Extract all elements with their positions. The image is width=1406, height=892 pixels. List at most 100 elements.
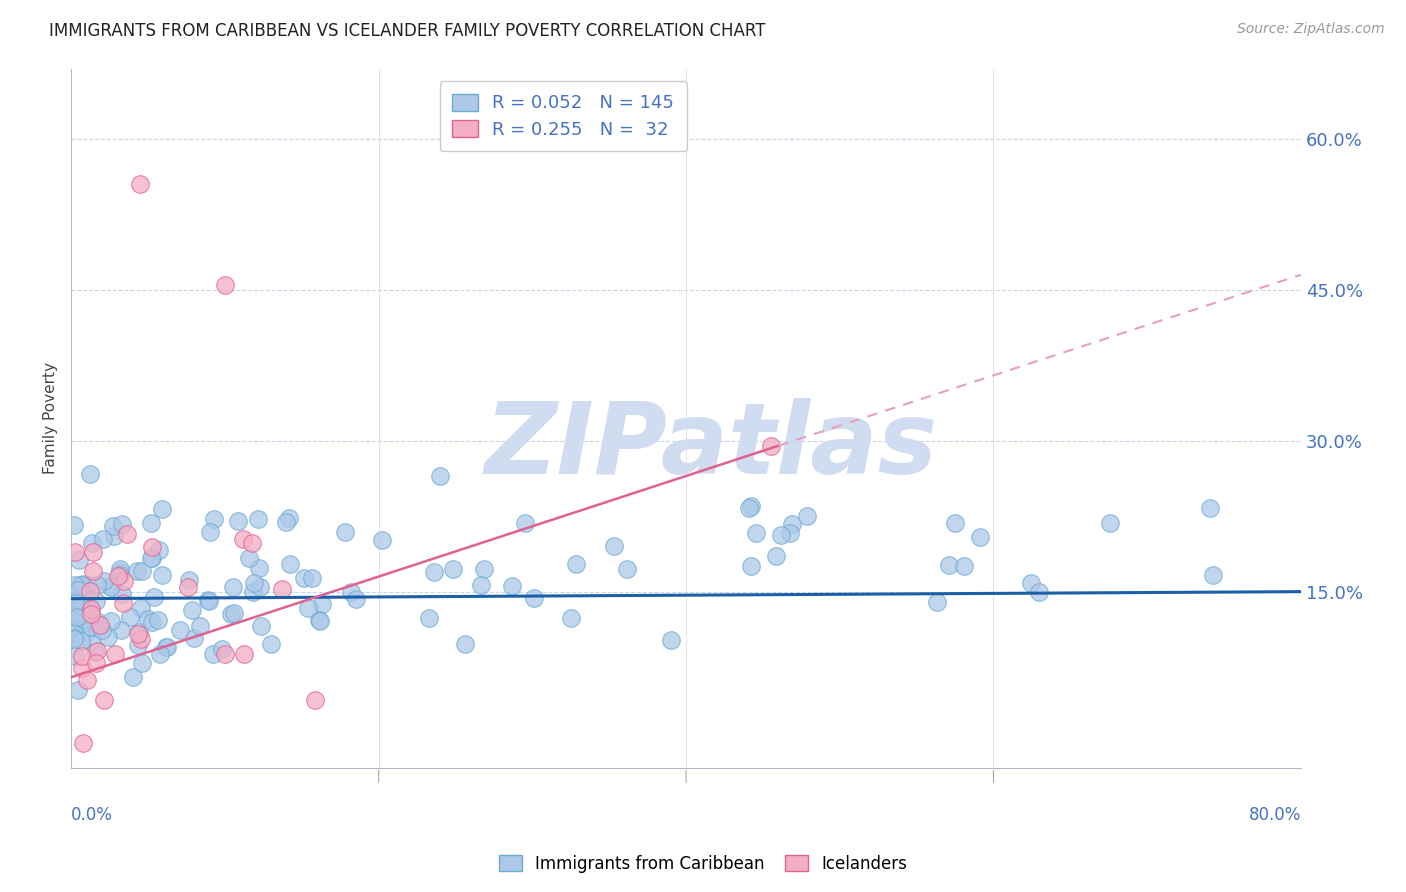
Point bbox=[118, 610, 141, 624]
Point bbox=[243, 576, 266, 591]
Point bbox=[226, 514, 249, 528]
Point bbox=[80, 620, 103, 634]
Point bbox=[65, 603, 87, 617]
Point bbox=[111, 517, 134, 532]
Point bbox=[740, 559, 762, 574]
Point bbox=[122, 670, 145, 684]
Point bbox=[131, 564, 153, 578]
Point bbox=[90, 623, 112, 637]
Point bbox=[260, 637, 283, 651]
Point bbox=[117, 526, 139, 541]
Point bbox=[63, 632, 86, 646]
Point bbox=[472, 562, 495, 576]
Point bbox=[69, 615, 91, 630]
Point bbox=[63, 545, 86, 559]
Point bbox=[429, 469, 451, 483]
Point bbox=[190, 619, 212, 633]
Point bbox=[765, 549, 787, 564]
Point bbox=[86, 644, 108, 658]
Point bbox=[107, 569, 129, 583]
Point bbox=[560, 611, 582, 625]
Point bbox=[65, 589, 87, 603]
Point bbox=[222, 607, 245, 621]
Point bbox=[86, 578, 108, 592]
Point bbox=[1198, 501, 1220, 516]
Point bbox=[70, 648, 93, 663]
Point bbox=[176, 580, 198, 594]
Point bbox=[222, 580, 245, 594]
Point bbox=[240, 535, 263, 549]
Point bbox=[63, 632, 86, 646]
Point bbox=[80, 635, 103, 649]
Point bbox=[139, 551, 162, 566]
Point bbox=[89, 618, 111, 632]
Point bbox=[177, 573, 200, 587]
Point bbox=[98, 579, 121, 593]
Point bbox=[141, 615, 163, 630]
Point bbox=[214, 647, 236, 661]
Point bbox=[65, 596, 87, 610]
Point bbox=[301, 571, 323, 585]
Point bbox=[148, 543, 170, 558]
Point bbox=[969, 530, 991, 544]
Point bbox=[297, 601, 319, 615]
Point bbox=[1098, 516, 1121, 530]
Point bbox=[278, 511, 301, 525]
Point bbox=[564, 557, 586, 571]
Point bbox=[63, 578, 86, 592]
Y-axis label: Family Poverty: Family Poverty bbox=[44, 362, 58, 475]
Point bbox=[93, 574, 115, 589]
Point bbox=[271, 582, 294, 597]
Point bbox=[1202, 567, 1225, 582]
Point bbox=[129, 178, 152, 192]
Point bbox=[127, 626, 149, 640]
Point bbox=[103, 529, 125, 543]
Text: ZIPatlas: ZIPatlas bbox=[484, 398, 938, 494]
Point bbox=[128, 624, 150, 639]
Point bbox=[423, 566, 446, 580]
Point bbox=[100, 614, 122, 628]
Point bbox=[70, 581, 93, 595]
Point bbox=[454, 637, 477, 651]
Point bbox=[131, 657, 153, 671]
Point bbox=[82, 564, 104, 578]
Point bbox=[183, 632, 205, 646]
Point bbox=[659, 632, 682, 647]
Point bbox=[1028, 585, 1050, 599]
Point bbox=[779, 526, 801, 541]
Point bbox=[66, 609, 89, 624]
Point bbox=[214, 277, 236, 292]
Point bbox=[796, 508, 818, 523]
Point bbox=[738, 500, 761, 515]
Point bbox=[77, 614, 100, 628]
Point bbox=[198, 524, 221, 539]
Point bbox=[138, 612, 160, 626]
Point bbox=[93, 693, 115, 707]
Point bbox=[77, 578, 100, 592]
Point bbox=[333, 524, 356, 539]
Point bbox=[441, 561, 464, 575]
Point bbox=[72, 577, 94, 591]
Point bbox=[111, 586, 134, 600]
Text: IMMIGRANTS FROM CARIBBEAN VS ICELANDER FAMILY POVERTY CORRELATION CHART: IMMIGRANTS FROM CARIBBEAN VS ICELANDER F… bbox=[49, 22, 766, 40]
Point bbox=[82, 535, 104, 549]
Point bbox=[523, 591, 546, 605]
Point bbox=[104, 647, 127, 661]
Point bbox=[112, 574, 135, 588]
Point bbox=[149, 647, 172, 661]
Point bbox=[84, 620, 107, 634]
Point bbox=[340, 585, 363, 599]
Point bbox=[294, 571, 316, 585]
Point bbox=[156, 640, 179, 654]
Point bbox=[148, 613, 170, 627]
Point bbox=[72, 612, 94, 626]
Point bbox=[1019, 576, 1042, 591]
Point bbox=[232, 533, 254, 547]
Point bbox=[63, 607, 86, 622]
Point bbox=[87, 615, 110, 629]
Point bbox=[780, 516, 803, 531]
Point bbox=[501, 579, 523, 593]
Point bbox=[945, 516, 967, 530]
Text: Source: ZipAtlas.com: Source: ZipAtlas.com bbox=[1237, 22, 1385, 37]
Point bbox=[63, 518, 86, 533]
